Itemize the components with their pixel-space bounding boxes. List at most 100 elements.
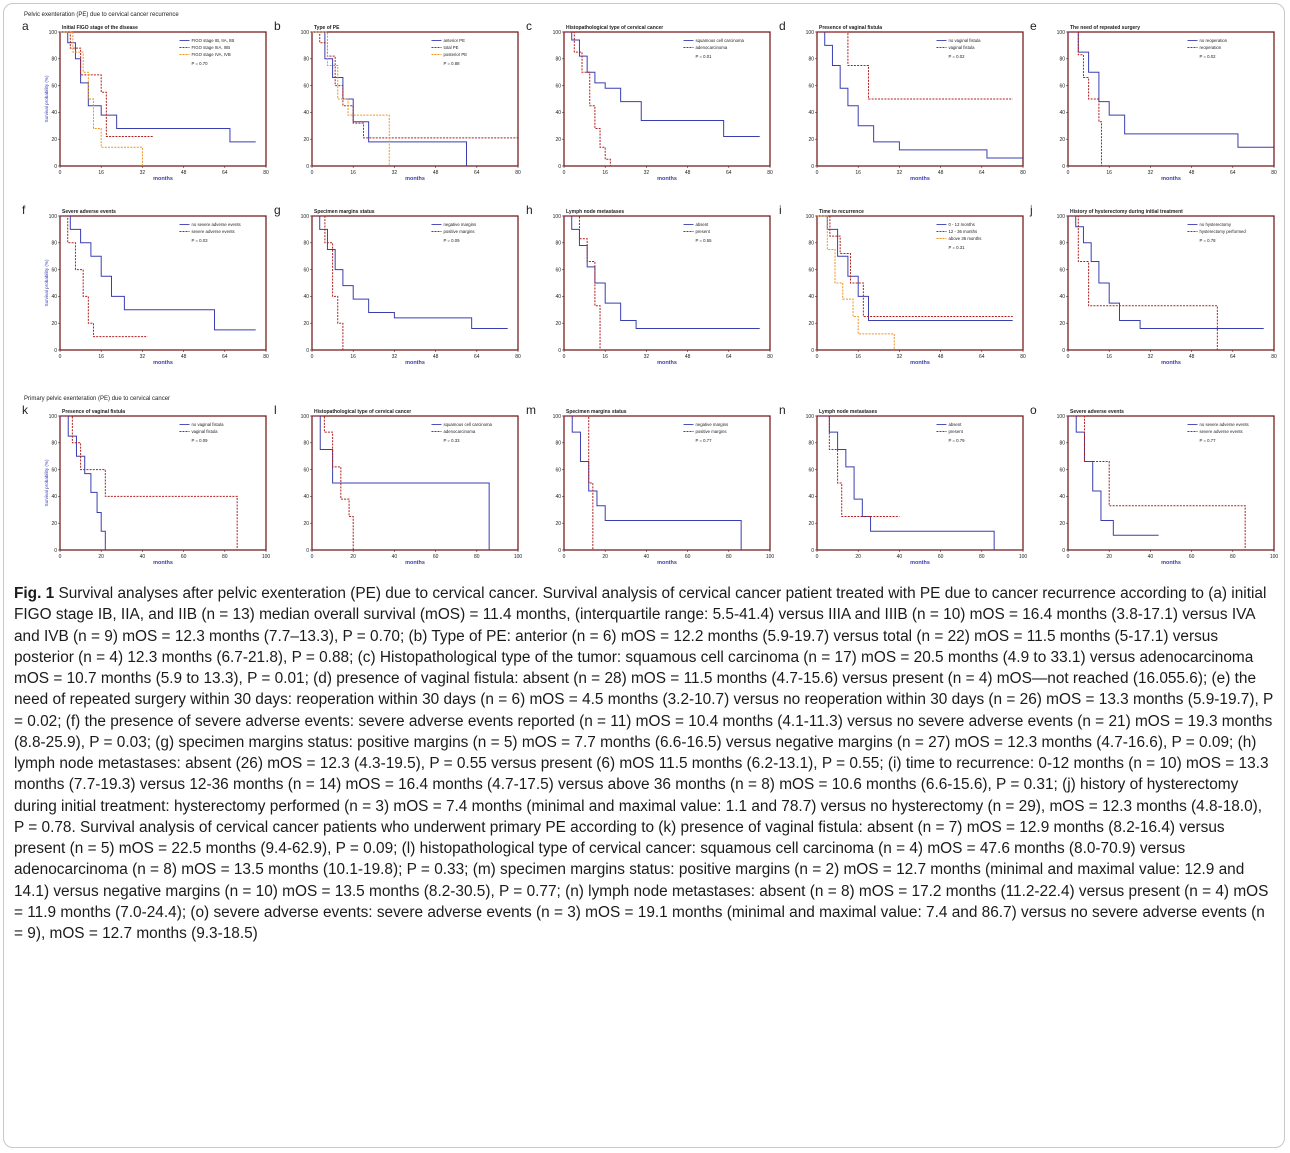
y-tick-label: 60 xyxy=(555,467,561,473)
panel-title: Time to recurrence xyxy=(819,209,864,215)
x-tick-label: 32 xyxy=(392,170,398,176)
y-tick-label: 20 xyxy=(1059,321,1065,327)
y-tick-label: 0 xyxy=(1062,164,1065,170)
y-tick-label: 40 xyxy=(808,494,814,500)
p-value-label: P = 0.02 xyxy=(948,54,965,59)
x-tick-label: 64 xyxy=(979,170,985,176)
panel-title: Severe adverse events xyxy=(1070,409,1124,415)
x-tick-label: 48 xyxy=(685,170,691,176)
y-tick-label: 100 xyxy=(1057,30,1066,36)
y-axis-label: Survival probability (%) xyxy=(44,75,49,122)
y-tick-label: 100 xyxy=(301,214,310,220)
legend-label: posterior PE xyxy=(443,52,467,57)
x-tick-label: 80 xyxy=(222,554,228,560)
caption-label: Fig. 1 xyxy=(14,585,55,602)
panel-title: The need of repeated surgery xyxy=(1070,25,1140,31)
legend-label: vaginal fistula xyxy=(948,45,975,50)
x-tick-label: 80 xyxy=(1230,554,1236,560)
y-tick-label: 100 xyxy=(553,414,562,420)
x-axis-label: months xyxy=(910,560,930,566)
p-value-label: P = 0.88 xyxy=(443,61,460,66)
curve-blue-0 xyxy=(60,415,106,550)
x-tick-label: 60 xyxy=(181,554,187,560)
y-tick-label: 40 xyxy=(303,110,309,116)
section-title-primary: Primary pelvic exenteration (PE) due to … xyxy=(24,396,171,402)
p-value-label: P = 0.77 xyxy=(695,438,712,443)
y-axis-label: Survival probability (%) xyxy=(44,459,49,506)
figure-caption: Fig. 1 Survival analyses after pelvic ex… xyxy=(14,583,1276,944)
panel-letter-n: n xyxy=(779,403,786,417)
legend-label: severe adverse events xyxy=(191,229,234,234)
x-tick-label: 48 xyxy=(181,354,187,360)
p-value-label: P = 0.03 xyxy=(191,238,208,243)
y-tick-label: 80 xyxy=(1059,57,1065,63)
y-tick-label: 60 xyxy=(1059,83,1065,89)
panel-letter-d: d xyxy=(779,19,786,33)
y-tick-label: 40 xyxy=(1059,494,1065,500)
curve-blue-0 xyxy=(1068,215,1264,330)
x-tick-label: 80 xyxy=(1020,354,1026,360)
curve-blue-0 xyxy=(312,215,508,330)
y-tick-label: 60 xyxy=(555,83,561,89)
legend-label: absent xyxy=(948,422,962,427)
panel-letter-e: e xyxy=(1030,19,1037,33)
y-tick-label: 100 xyxy=(806,414,815,420)
curve-red-1 xyxy=(1068,415,1246,550)
panel-o: o Severe adverse events 0 20 40 60 80 100 0 20 40 6… xyxy=(1030,403,1284,576)
y-tick-label: 20 xyxy=(555,137,561,143)
p-value-label: P = 0.77 xyxy=(1199,438,1216,443)
y-tick-label: 100 xyxy=(49,414,58,420)
x-axis-label: months xyxy=(153,360,173,366)
plot-frame xyxy=(311,215,519,351)
y-tick-label: 20 xyxy=(303,137,309,143)
x-axis-label: months xyxy=(657,176,677,182)
x-tick-label: 20 xyxy=(350,554,356,560)
x-tick-label: 60 xyxy=(685,554,691,560)
curve-red-1 xyxy=(817,215,1013,317)
panel-letter-l: l xyxy=(274,403,277,417)
y-tick-label: 0 xyxy=(306,548,309,554)
curve-red-1 xyxy=(60,215,148,338)
plot-frame xyxy=(816,415,1024,551)
x-tick-label: 100 xyxy=(1270,554,1279,560)
km-plot-i: Time to recurrence 0 20 40 60 80 100 0 16 32 48 64 8… xyxy=(806,209,1026,366)
x-axis-label: months xyxy=(405,560,425,566)
y-tick-label: 40 xyxy=(303,294,309,300)
y-tick-label: 0 xyxy=(558,164,561,170)
curve-orange-2 xyxy=(60,31,143,166)
panel-g: g Specimen margins status 0 20 40 60 80 100 0 16 3… xyxy=(274,203,528,376)
legend-label: above 36 months xyxy=(948,236,981,241)
panel-title: Lymph node metastases xyxy=(566,209,624,215)
y-tick-label: 80 xyxy=(808,241,814,247)
curve-red-1 xyxy=(312,31,518,139)
y-tick-label: 40 xyxy=(51,110,57,116)
legend-label: FIGO stage IIIA, IIIB xyxy=(191,45,230,50)
x-tick-label: 0 xyxy=(1067,170,1070,176)
x-tick-label: 64 xyxy=(222,354,228,360)
y-tick-label: 0 xyxy=(811,548,814,554)
curve-blue-0 xyxy=(1068,31,1274,148)
panel-title: Presence of vaginal fistula xyxy=(62,409,125,415)
panel-e: e The need of repeated surgery 0 20 40 60 80 10… xyxy=(1030,19,1284,192)
x-tick-label: 0 xyxy=(1067,354,1070,360)
curve-red-1 xyxy=(564,31,611,166)
panel-j: j History of hysterectomy during initial … xyxy=(1030,203,1284,376)
x-axis-label: months xyxy=(405,176,425,182)
legend-label: no vaginal fistula xyxy=(948,38,981,43)
y-tick-label: 20 xyxy=(555,321,561,327)
x-tick-label: 60 xyxy=(433,554,439,560)
p-value-label: P = 0.33 xyxy=(443,438,460,443)
x-tick-label: 0 xyxy=(59,554,62,560)
x-axis-label: months xyxy=(1161,360,1181,366)
legend-label: squamous cell carcinoma xyxy=(443,422,492,427)
x-tick-label: 40 xyxy=(140,554,146,560)
curve-red-1 xyxy=(60,415,238,550)
x-axis-label: months xyxy=(657,360,677,366)
x-tick-label: 0 xyxy=(563,354,566,360)
panel-letter-o: o xyxy=(1030,403,1037,417)
x-tick-label: 0 xyxy=(59,170,62,176)
x-tick-label: 60 xyxy=(938,554,944,560)
x-tick-label: 16 xyxy=(1106,354,1112,360)
panel-title: History of hysterectomy during initial t… xyxy=(1070,209,1183,215)
y-tick-label: 80 xyxy=(808,441,814,447)
